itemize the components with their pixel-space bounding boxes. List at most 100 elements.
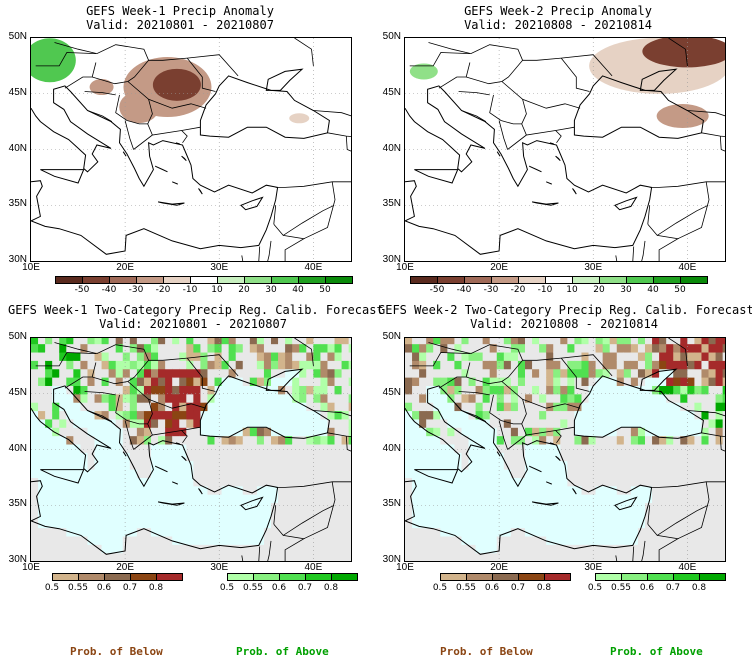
island-outline [613,196,638,211]
grid-cell [503,485,512,495]
grid-cell [143,368,152,378]
grid-cell [475,485,484,495]
grid-cell [715,469,724,478]
grid-cell [285,485,293,495]
grid-cell [52,552,60,561]
grid-cell [66,452,74,462]
grid-cell [200,427,209,437]
grid-cell [87,460,96,470]
grid-cell [694,427,703,437]
grid-cell [38,477,46,487]
grid-cell [207,477,216,487]
grid-cell [327,377,336,386]
grid-cell [256,443,265,453]
grid-cell [186,535,194,545]
grid-cell [553,343,561,353]
grid-cell [52,402,60,412]
grid-cell [66,343,74,353]
grid-cell [186,452,194,462]
grid-cell [94,427,103,437]
grid-cell [108,510,117,520]
grid-cell [532,360,540,370]
mediterranean-coast [31,385,279,555]
grid-cell [680,477,688,487]
border-line [313,110,351,117]
grid-cell [652,535,660,545]
grid-cell [708,552,717,561]
grid-cell [659,544,667,554]
grid-cell [426,535,434,545]
grid-cell [560,477,568,487]
grid-cell [525,418,533,428]
grid-cell [242,418,251,428]
grid-cell [426,393,434,403]
grid-cell [581,402,590,412]
grid-cell [496,469,505,478]
grid-cell [320,477,329,487]
grid-cell [80,510,89,520]
grid-cell [136,443,145,453]
anomaly-shading [31,38,310,124]
grid-cell [560,452,568,462]
map-canvas [31,38,351,261]
grid-cell [122,393,131,403]
grid-cell [637,368,646,378]
grid-cell [320,368,329,378]
grid-cell [673,410,681,420]
grid-cell [525,393,533,403]
grid-cell [525,477,533,487]
grid-cell [694,351,703,361]
grid-cell [510,427,519,437]
grid-cell [313,485,322,495]
grid-cell [249,494,258,504]
grid-cell [271,477,279,487]
grid-cell [454,477,463,487]
grid-cell [348,452,351,462]
grid-cell [292,385,300,395]
grid-cell [129,552,138,561]
latitude-label: 50N [8,31,27,42]
country-borders [409,38,725,261]
border-line [115,94,148,125]
longitude-label: 20E [490,562,509,573]
grid-cell [701,527,710,537]
grid-cell [433,452,441,462]
grid-cell [214,360,223,370]
grid-cell [313,385,322,395]
grid-cell [694,527,703,537]
grid-cell [637,338,646,345]
grid-cell [52,343,60,353]
grid-cell [320,435,329,445]
grid-cell [496,338,505,345]
grid-cell [52,385,60,395]
grid-cell [235,477,244,487]
grid-cell [426,410,434,420]
grid-cell [553,418,561,428]
grid-cell [115,502,124,512]
grid-cell [623,377,632,386]
longitude-label: 40E [304,262,323,273]
grid-cell [179,535,187,545]
grid-cell [666,485,674,495]
grid-cell [673,351,681,361]
grid-cell [73,502,82,512]
grid-cell [249,360,258,370]
colorbar-swatch [78,573,105,581]
grid-cell [158,502,166,512]
border-line [409,52,470,67]
grid-cell [256,552,265,561]
grid-cell [285,510,293,520]
grid-cell [447,519,456,529]
grid-cell [221,385,230,395]
grid-cell [440,410,448,420]
grid-cell [214,393,223,403]
grid-cell [80,351,89,361]
grid-cell [214,460,223,470]
grid-cell [475,385,484,395]
grid-cell [637,527,646,537]
grid-cell [496,494,505,504]
grid-cell [652,494,660,504]
grid-cell [66,351,74,361]
grid-cell [447,418,456,428]
grid-cell [517,443,526,453]
